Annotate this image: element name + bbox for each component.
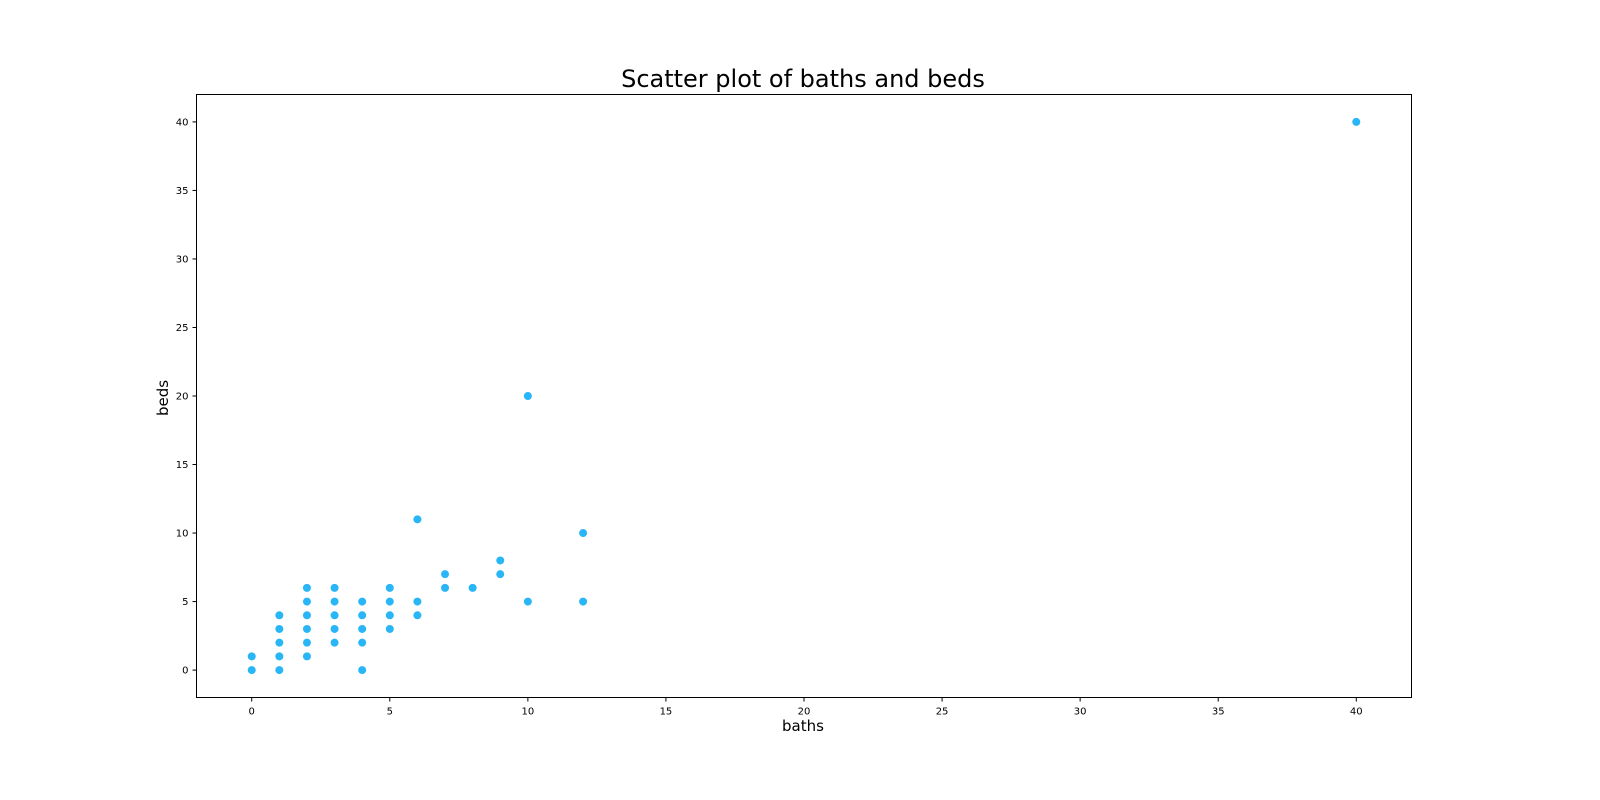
data-point	[330, 638, 339, 647]
data-point	[247, 666, 256, 675]
y-tick-label: 10	[176, 529, 189, 540]
data-point	[330, 583, 339, 592]
data-point	[441, 583, 450, 592]
x-axis-label: baths	[782, 717, 824, 735]
data-point	[496, 570, 505, 579]
y-axis-label: beds	[154, 380, 172, 416]
y-tick-label: 30	[176, 254, 189, 265]
data-point	[385, 624, 394, 633]
data-point	[358, 666, 367, 675]
data-point	[302, 597, 311, 606]
data-point	[275, 638, 284, 647]
data-point	[579, 597, 588, 606]
y-tick-label: 40	[176, 117, 189, 128]
data-point	[302, 611, 311, 620]
data-point	[302, 652, 311, 661]
data-point	[275, 652, 284, 661]
data-point	[358, 597, 367, 606]
y-tick-label: 0	[182, 666, 188, 677]
data-point	[358, 638, 367, 647]
chart-title: Scatter plot of baths and beds	[621, 65, 985, 93]
x-axis: 0 5 10 15 20 25 30 35 40	[249, 697, 1363, 718]
x-tick-label: 25	[936, 707, 949, 718]
data-point	[523, 392, 532, 400]
data-point	[330, 611, 339, 620]
plot-area: 0 5 10 15 20 25 30 35 40 0 5 10 15 20 25 30 35 40	[176, 94, 1412, 718]
y-tick-label: 15	[176, 460, 189, 471]
data-point	[275, 666, 284, 675]
x-tick-label: 0	[249, 707, 255, 718]
data-point	[579, 529, 588, 538]
data-point	[413, 597, 422, 606]
data-point	[385, 597, 394, 606]
data-point	[302, 638, 311, 647]
plot-frame	[196, 94, 1412, 698]
data-point	[247, 652, 256, 661]
data-point	[413, 515, 422, 524]
x-tick-label: 35	[1212, 707, 1225, 718]
y-axis: 0 5 10 15 20 25 30 35 40	[176, 117, 197, 677]
data-point	[275, 624, 284, 633]
data-point	[496, 556, 505, 565]
data-point	[330, 624, 339, 633]
x-tick-label: 40	[1350, 707, 1363, 718]
data-point	[385, 583, 394, 592]
data-point	[330, 597, 339, 606]
data-point	[275, 611, 284, 620]
x-tick-label: 10	[521, 707, 534, 718]
data-point	[358, 611, 367, 620]
data-point	[358, 624, 367, 633]
data-point	[413, 611, 422, 620]
x-tick-label: 30	[1074, 707, 1087, 718]
data-point	[302, 583, 311, 592]
x-tick-label: 20	[798, 707, 811, 718]
data-point	[1352, 117, 1361, 126]
y-tick-label: 20	[176, 392, 189, 403]
x-tick-label: 5	[387, 707, 393, 718]
y-tick-label: 5	[182, 597, 188, 608]
data-point	[385, 611, 394, 620]
data-point	[302, 624, 311, 633]
data-point	[441, 570, 450, 579]
y-tick-label: 25	[176, 323, 189, 334]
x-tick-label: 15	[660, 707, 673, 718]
data-point	[523, 597, 532, 606]
data-point	[468, 583, 477, 592]
y-tick-label: 35	[176, 186, 189, 197]
data-points	[247, 117, 1361, 675]
